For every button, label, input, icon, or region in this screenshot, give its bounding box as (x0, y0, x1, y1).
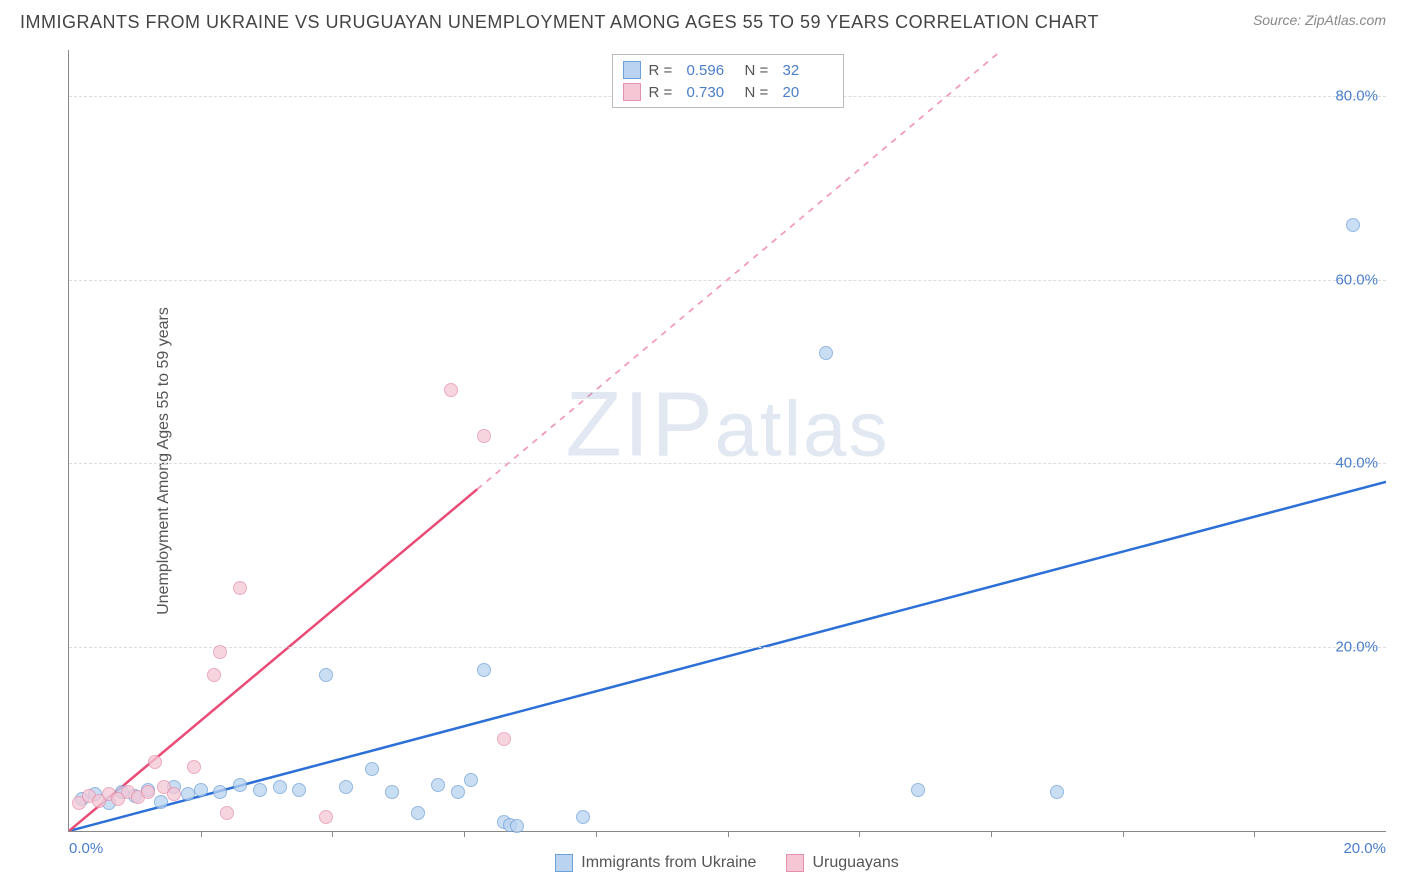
data-point (1346, 218, 1360, 232)
series-legend: Immigrants from Ukraine Uruguayans (68, 854, 1386, 872)
data-point (1050, 785, 1064, 799)
x-minor-tick (728, 831, 729, 837)
watermark: ZIPatlas (566, 372, 890, 477)
data-point (444, 383, 458, 397)
data-point (148, 755, 162, 769)
x-minor-tick (859, 831, 860, 837)
chart-header: IMMIGRANTS FROM UKRAINE VS URUGUAYAN UNE… (0, 0, 1406, 41)
data-point (510, 819, 524, 833)
y-tick-label: 60.0% (1335, 271, 1378, 288)
legend-row: R = 0.730 N = 20 (623, 81, 833, 103)
data-point (576, 810, 590, 824)
chart-area: Unemployment Among Ages 55 to 59 years R… (20, 50, 1386, 872)
y-tick-label: 80.0% (1335, 87, 1378, 104)
legend-n-value: 20 (783, 84, 833, 101)
data-point (233, 581, 247, 595)
legend-n-value: 32 (783, 62, 833, 79)
data-point (213, 645, 227, 659)
x-minor-tick (332, 831, 333, 837)
gridline (69, 463, 1386, 464)
x-minor-tick (596, 831, 597, 837)
data-point (365, 762, 379, 776)
legend-n-label: N = (745, 84, 775, 101)
legend-r-label: R = (649, 84, 679, 101)
chart-title: IMMIGRANTS FROM UKRAINE VS URUGUAYAN UNE… (20, 12, 1099, 33)
x-minor-tick (464, 831, 465, 837)
legend-label: Uruguayans (812, 854, 898, 872)
y-tick-label: 20.0% (1335, 639, 1378, 656)
x-minor-tick (201, 831, 202, 837)
data-point (233, 778, 247, 792)
x-minor-tick (991, 831, 992, 837)
data-point (292, 783, 306, 797)
data-point (477, 429, 491, 443)
gridline (69, 280, 1386, 281)
legend-swatch (555, 854, 573, 872)
source-label: Source: ZipAtlas.com (1253, 12, 1386, 28)
data-point (339, 780, 353, 794)
legend-r-label: R = (649, 62, 679, 79)
data-point (431, 778, 445, 792)
legend-label: Immigrants from Ukraine (581, 854, 756, 872)
legend-item: Immigrants from Ukraine (555, 854, 756, 872)
data-point (464, 773, 478, 787)
data-point (819, 346, 833, 360)
plot-region: R = 0.596 N = 32 R = 0.730 N = 20 ZIPatlas 20.0… (68, 50, 1386, 832)
data-point (497, 732, 511, 746)
legend-swatch (786, 854, 804, 872)
gridline (69, 647, 1386, 648)
legend-swatch (623, 61, 641, 79)
data-point (167, 787, 181, 801)
legend-n-label: N = (745, 62, 775, 79)
legend-row: R = 0.596 N = 32 (623, 59, 833, 81)
data-point (273, 780, 287, 794)
data-point (477, 663, 491, 677)
data-point (141, 785, 155, 799)
data-point (187, 760, 201, 774)
data-point (319, 668, 333, 682)
data-point (154, 795, 168, 809)
data-point (411, 806, 425, 820)
legend-r-value: 0.596 (687, 62, 737, 79)
data-point (319, 810, 333, 824)
x-minor-tick (1254, 831, 1255, 837)
data-point (181, 787, 195, 801)
y-tick-label: 40.0% (1335, 455, 1378, 472)
data-point (911, 783, 925, 797)
data-point (451, 785, 465, 799)
legend-r-value: 0.730 (687, 84, 737, 101)
data-point (194, 783, 208, 797)
x-minor-tick (1123, 831, 1124, 837)
data-point (220, 806, 234, 820)
correlation-legend: R = 0.596 N = 32 R = 0.730 N = 20 (612, 54, 844, 108)
data-point (253, 783, 267, 797)
data-point (207, 668, 221, 682)
legend-swatch (623, 83, 641, 101)
data-point (385, 785, 399, 799)
data-point (213, 785, 227, 799)
trend-lines (69, 50, 1386, 831)
legend-item: Uruguayans (786, 854, 898, 872)
